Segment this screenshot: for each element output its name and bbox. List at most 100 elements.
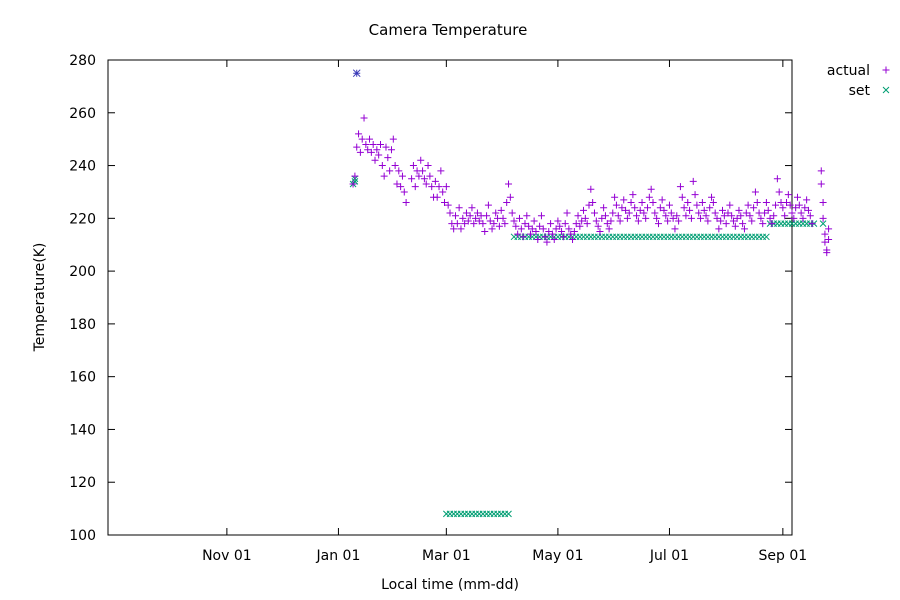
actual-point [391, 162, 399, 170]
actual-point [711, 209, 719, 217]
actual-point [656, 204, 664, 212]
actual-point [600, 204, 608, 212]
actual-point [801, 204, 809, 212]
actual-point [541, 233, 549, 241]
actual-point [722, 220, 730, 228]
actual-point [356, 148, 364, 156]
actual-point [665, 201, 673, 209]
y-tick-label: 140 [69, 422, 96, 438]
actual-point [400, 188, 408, 196]
actual-point [804, 206, 812, 214]
actual-point [393, 180, 401, 188]
actual-point [742, 209, 750, 217]
set-point [505, 510, 512, 518]
actual-point [441, 199, 449, 206]
actual-point [486, 217, 494, 225]
actual-point [569, 235, 577, 243]
actual-point [382, 143, 390, 151]
actual-point [640, 209, 648, 217]
actual-point [358, 135, 366, 143]
actual-point [377, 140, 385, 148]
actual-point [479, 220, 487, 228]
actual-point [614, 212, 622, 220]
actual-point [706, 204, 714, 212]
actual-point [415, 172, 423, 180]
actual-point [532, 228, 540, 236]
actual-point [366, 135, 374, 143]
actual-point [642, 214, 650, 222]
actual-point [431, 177, 439, 185]
actual-point [409, 162, 417, 170]
actual-point [633, 212, 641, 220]
actual-point [733, 214, 741, 222]
actual-point [724, 209, 732, 217]
actual-point [676, 183, 684, 191]
actual-point [605, 225, 613, 233]
actual-point [484, 201, 492, 209]
actual-point [768, 220, 776, 228]
legend-marker-set [882, 86, 890, 94]
actual-point [590, 209, 598, 217]
actual-point [596, 228, 604, 236]
actual-point [466, 212, 474, 220]
actual-point [784, 191, 792, 199]
actual-point [715, 225, 723, 233]
actual-point [817, 167, 825, 175]
actual-point [451, 212, 459, 220]
actual-point [543, 238, 551, 246]
legend-label-set: set [849, 83, 871, 99]
actual-point [629, 191, 637, 199]
actual-point [353, 143, 361, 151]
actual-point [490, 220, 498, 228]
actual-point [667, 209, 675, 217]
actual-point [537, 212, 545, 220]
actual-point [426, 172, 434, 180]
chart-title: Camera Temperature [369, 21, 528, 39]
actual-point [523, 212, 531, 220]
actual-point [735, 206, 743, 214]
actual-point [519, 233, 527, 241]
actual-point [488, 225, 496, 233]
actual-point [645, 193, 653, 201]
legend-plus-marker [882, 66, 890, 74]
actual-point [437, 167, 445, 175]
actual-point [611, 193, 619, 201]
actual-point [378, 162, 386, 170]
actual-point [821, 238, 829, 246]
actual-point [497, 206, 505, 214]
actual-point [548, 230, 556, 238]
actual-point [697, 214, 705, 222]
actual-point [475, 217, 483, 225]
actual-point [565, 225, 573, 233]
y-tick-label: 200 [69, 264, 96, 280]
actual-point [521, 220, 529, 228]
actual-point [772, 201, 780, 209]
actual-point [680, 204, 688, 212]
actual-point [585, 201, 593, 209]
actual-point [501, 220, 509, 228]
actual-point [603, 220, 611, 228]
actual-point [695, 209, 703, 217]
actual-point [398, 172, 406, 180]
actual-point [371, 156, 379, 164]
actual-point [678, 193, 686, 201]
actual-point [570, 228, 578, 236]
actual-point [803, 196, 811, 204]
actual-point [775, 188, 783, 196]
actual-point [420, 175, 428, 183]
actual-point [649, 199, 657, 206]
actual-point [592, 217, 600, 225]
actual-point [528, 225, 536, 233]
actual-point [759, 220, 767, 228]
actual-point [525, 222, 533, 230]
series-outlier [352, 69, 361, 78]
actual-point [387, 146, 395, 154]
x-axis-label: Local time (mm-dd) [381, 577, 519, 593]
actual-point [453, 220, 461, 228]
actual-point [783, 199, 791, 206]
actual-point [654, 220, 662, 228]
actual-point [620, 196, 628, 204]
actual-point [417, 156, 425, 164]
